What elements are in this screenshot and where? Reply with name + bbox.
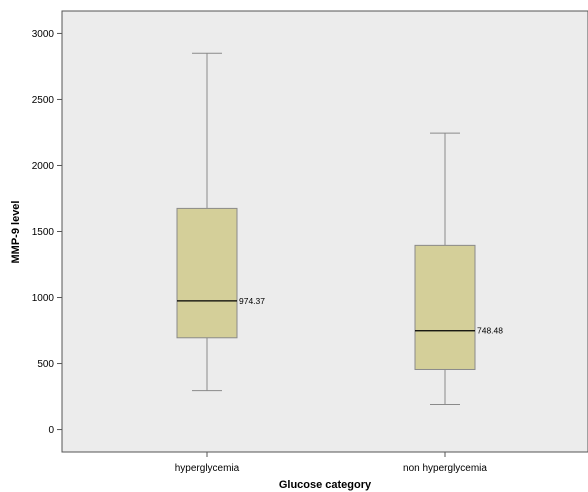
median-label: 974.37 bbox=[239, 296, 265, 306]
y-axis-title: MMP-9 level bbox=[10, 201, 22, 264]
y-tick-label: 1000 bbox=[32, 293, 55, 304]
y-tick-label: 2500 bbox=[32, 95, 55, 106]
iqr-box bbox=[176, 207, 238, 339]
x-tick-label: non hyperglycemia bbox=[403, 463, 487, 474]
y-tick-label: 1500 bbox=[32, 227, 55, 238]
iqr-box bbox=[414, 244, 476, 370]
box-non-hyperglycemia: 748.48 bbox=[414, 132, 503, 405]
x-tick-label: hyperglycemia bbox=[175, 463, 240, 474]
y-tick-label: 2000 bbox=[32, 161, 55, 172]
boxes: 974.37 748.48 bbox=[176, 52, 503, 405]
y-tick-label: 0 bbox=[48, 425, 54, 436]
median-label: 748.48 bbox=[477, 326, 503, 336]
y-tick-label: 500 bbox=[37, 359, 54, 370]
y-tick-label: 3000 bbox=[32, 29, 55, 40]
plot-area bbox=[61, 10, 588, 453]
x-axis-title: Glucose category bbox=[279, 479, 372, 491]
y-axis: 0 500 1000 1500 2000 2500 3000 bbox=[32, 29, 62, 436]
x-axis: hyperglycemia non hyperglycemia bbox=[175, 452, 487, 474]
box-hyperglycemia: 974.37 bbox=[176, 52, 265, 392]
